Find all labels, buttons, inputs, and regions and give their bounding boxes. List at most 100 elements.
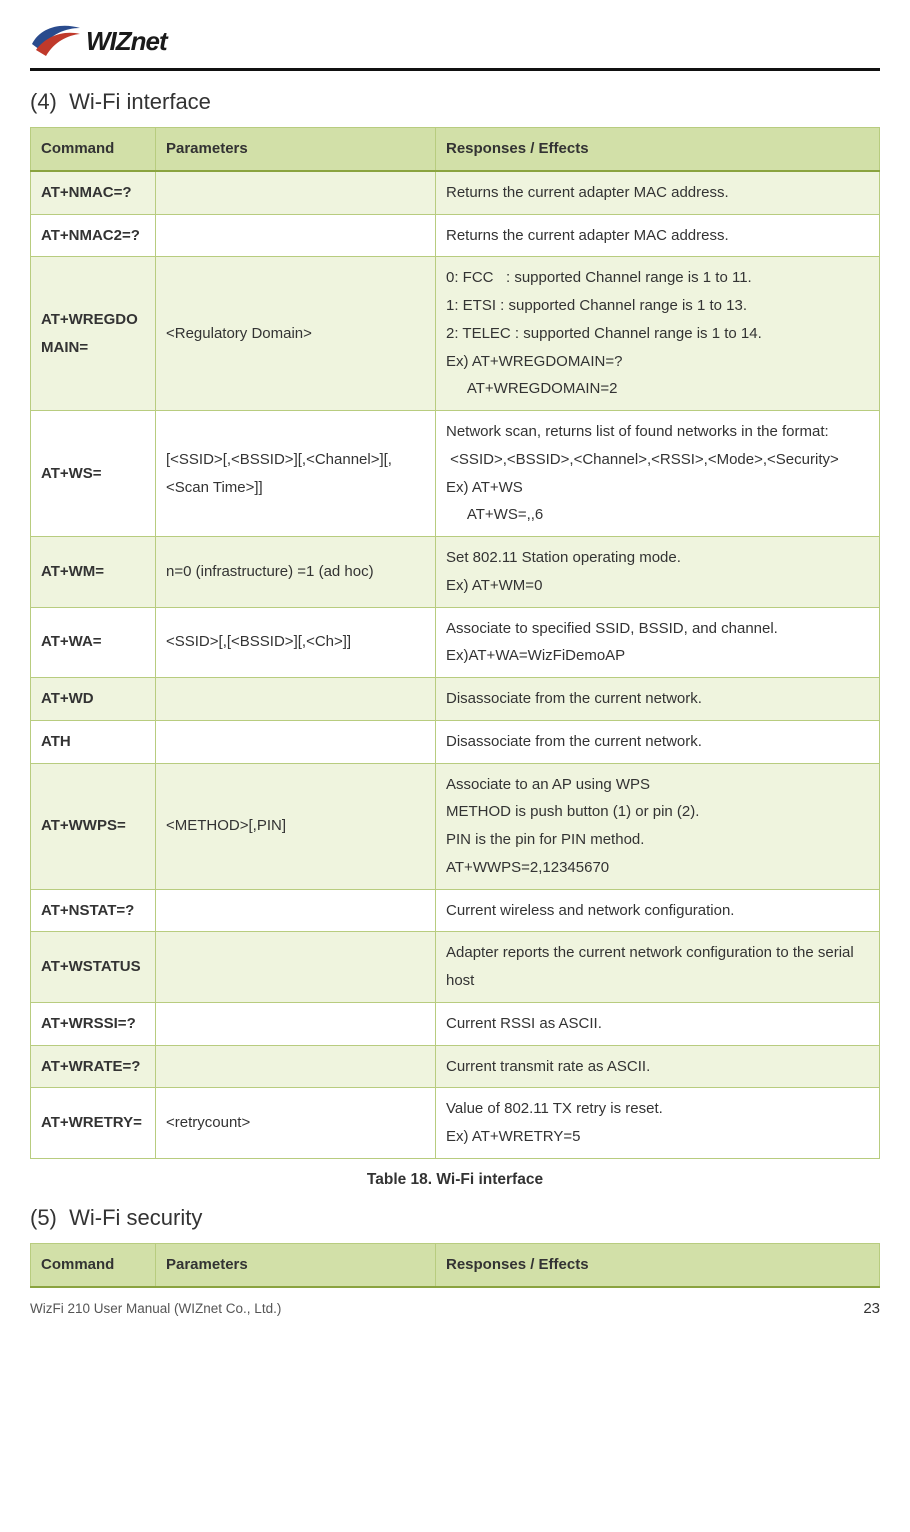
cmd-cell: AT+NMAC=?: [31, 171, 156, 214]
resp-line: AT+WWPS=2,12345670: [446, 854, 870, 882]
cmd-cell: AT+WWPS=: [31, 763, 156, 889]
table-caption-1: Table 18. Wi-Fi interface: [30, 1171, 880, 1189]
resp-line: Ex)AT+WA=WizFiDemoAP: [446, 642, 870, 670]
section-name-1: Wi-Fi interface: [69, 89, 211, 114]
resp-cell: Current RSSI as ASCII.: [436, 1002, 880, 1045]
resp-line: AT+WREGDOMAIN=2: [446, 375, 870, 403]
table-row: AT+WS=[<SSID>[,<BSSID>][,<Channel>][,<Sc…: [31, 411, 880, 537]
resp-cell: 0: FCC : supported Channel range is 1 to…: [436, 257, 880, 411]
col-parameters: Parameters: [156, 128, 436, 171]
cmd-cell: AT+WS=: [31, 411, 156, 537]
cmd-cell: AT+WA=: [31, 607, 156, 678]
table-row: AT+WRSSI=?Current RSSI as ASCII.: [31, 1002, 880, 1045]
resp-line: Network scan, returns list of found netw…: [446, 418, 870, 446]
resp-cell: Adapter reports the current network conf…: [436, 932, 880, 1003]
resp-line: Associate to specified SSID, BSSID, and …: [446, 615, 870, 643]
table-row: AT+WWPS=<METHOD>[,PIN]Associate to an AP…: [31, 763, 880, 889]
table-row: AT+NSTAT=? Current wireless and network c…: [31, 889, 880, 932]
resp-cell: Value of 802.11 TX retry is reset.Ex) AT…: [436, 1088, 880, 1159]
resp-line: Ex) AT+WREGDOMAIN=?: [446, 348, 870, 376]
resp-line: Ex) AT+WS: [446, 474, 870, 502]
params-cell: [156, 171, 436, 214]
table-row: AT+WSTATUS Adapter reports the current ne…: [31, 932, 880, 1003]
table-row: AT+WA=<SSID>[,[<BSSID>][,<Ch>]] Associate…: [31, 607, 880, 678]
table-row: AT+WD Disassociate from the current netwo…: [31, 678, 880, 721]
table-row: AT+WM=n=0 (infrastructure) =1 (ad hoc)Se…: [31, 537, 880, 608]
logo-text: WIZnet: [86, 26, 167, 57]
table-row: AT+NMAC2=? Returns the current adapter MA…: [31, 214, 880, 257]
params-cell: [156, 720, 436, 763]
table-row: AT+WREGDOMAIN=<Regulatory Domain>0: FCC …: [31, 257, 880, 411]
params-cell: <SSID>[,[<BSSID>][,<Ch>]]: [156, 607, 436, 678]
params-cell: [<SSID>[,<BSSID>][,<Channel>][,<Scan Tim…: [156, 411, 436, 537]
section-title-2: (5) Wi-Fi security: [30, 1205, 880, 1231]
wifi-security-table: Command Parameters Responses / Effects: [30, 1243, 880, 1288]
col-command: Command: [31, 128, 156, 171]
params-cell: [156, 1002, 436, 1045]
logo-swoosh-icon: [30, 20, 82, 62]
resp-line: AT+WS=,,6: [446, 501, 870, 529]
col-responses: Responses / Effects: [436, 1243, 880, 1286]
params-cell: [156, 889, 436, 932]
params-cell: [156, 678, 436, 721]
resp-line: PIN is the pin for PIN method.: [446, 826, 870, 854]
page: WIZnet (4) Wi-Fi interface Command Param…: [0, 0, 910, 1337]
resp-line: Disassociate from the current network.: [446, 728, 870, 756]
resp-cell: Disassociate from the current network.: [436, 720, 880, 763]
resp-cell: Returns the current adapter MAC address.: [436, 214, 880, 257]
resp-line: 2: TELEC : supported Channel range is 1 …: [446, 320, 870, 348]
table-row: AT+NMAC=? Returns the current adapter MAC…: [31, 171, 880, 214]
resp-cell: Current wireless and network configurati…: [436, 889, 880, 932]
resp-cell: Set 802.11 Station operating mode.Ex) AT…: [436, 537, 880, 608]
resp-line: 1: ETSI : supported Channel range is 1 t…: [446, 292, 870, 320]
section-num-2: (5): [30, 1205, 57, 1230]
section-title-1: (4) Wi-Fi interface: [30, 89, 880, 115]
resp-line: Returns the current adapter MAC address.: [446, 179, 870, 207]
params-cell: [156, 932, 436, 1003]
wifi-interface-table: Command Parameters Responses / Effects A…: [30, 127, 880, 1159]
cmd-cell: AT+WD: [31, 678, 156, 721]
section-num-1: (4): [30, 89, 57, 114]
resp-line: METHOD is push button (1) or pin (2).: [446, 798, 870, 826]
cmd-cell: AT+WRETRY=: [31, 1088, 156, 1159]
cmd-cell: AT+NSTAT=?: [31, 889, 156, 932]
resp-line: <SSID>,<BSSID>,<Channel>,<RSSI>,<Mode>,<…: [446, 446, 870, 474]
table-row: AT+WRETRY=<retrycount>Value of 802.11 TX…: [31, 1088, 880, 1159]
col-command: Command: [31, 1243, 156, 1286]
cmd-cell: AT+WSTATUS: [31, 932, 156, 1003]
cmd-cell: AT+NMAC2=?: [31, 214, 156, 257]
resp-cell: Associate to an AP using WPSMETHOD is pu…: [436, 763, 880, 889]
resp-line: Ex) AT+WM=0: [446, 572, 870, 600]
resp-cell: Network scan, returns list of found netw…: [436, 411, 880, 537]
table-header-row: Command Parameters Responses / Effects: [31, 128, 880, 171]
header-divider: [30, 68, 880, 71]
footer-left: WizFi 210 User Manual (WIZnet Co., Ltd.): [30, 1301, 281, 1316]
resp-line: Ex) AT+WRETRY=5: [446, 1123, 870, 1151]
resp-cell: Current transmit rate as ASCII.: [436, 1045, 880, 1088]
resp-line: Disassociate from the current network.: [446, 685, 870, 713]
col-responses: Responses / Effects: [436, 128, 880, 171]
col-parameters: Parameters: [156, 1243, 436, 1286]
table-row: ATH Disassociate from the current network…: [31, 720, 880, 763]
table-row: AT+WRATE=? Current transmit rate as ASCII…: [31, 1045, 880, 1088]
resp-line: Value of 802.11 TX retry is reset.: [446, 1095, 870, 1123]
resp-line: Associate to an AP using WPS: [446, 771, 870, 799]
resp-line: Current wireless and network configurati…: [446, 897, 870, 925]
cmd-cell: ATH: [31, 720, 156, 763]
resp-line: Current RSSI as ASCII.: [446, 1010, 870, 1038]
logo: WIZnet: [30, 20, 880, 62]
resp-cell: Disassociate from the current network.: [436, 678, 880, 721]
cmd-cell: AT+WM=: [31, 537, 156, 608]
params-cell: <retrycount>: [156, 1088, 436, 1159]
resp-line: Current transmit rate as ASCII.: [446, 1053, 870, 1081]
resp-line: Set 802.11 Station operating mode.: [446, 544, 870, 572]
resp-line: 0: FCC : supported Channel range is 1 to…: [446, 264, 870, 292]
page-footer: WizFi 210 User Manual (WIZnet Co., Ltd.)…: [30, 1296, 880, 1317]
resp-line: Returns the current adapter MAC address.: [446, 222, 870, 250]
cmd-cell: AT+WRATE=?: [31, 1045, 156, 1088]
params-cell: <METHOD>[,PIN]: [156, 763, 436, 889]
resp-cell: Returns the current adapter MAC address.: [436, 171, 880, 214]
resp-line: Adapter reports the current network conf…: [446, 939, 870, 995]
params-cell: <Regulatory Domain>: [156, 257, 436, 411]
params-cell: [156, 214, 436, 257]
